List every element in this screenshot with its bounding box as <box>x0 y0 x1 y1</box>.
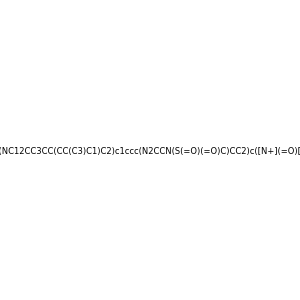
Text: O=C(NC12CC3CC(CC(C3)C1)C2)c1ccc(N2CCN(S(=O)(=O)C)CC2)c([N+](=O)[O-])c1: O=C(NC12CC3CC(CC(C3)C1)C2)c1ccc(N2CCN(S(… <box>0 147 300 156</box>
